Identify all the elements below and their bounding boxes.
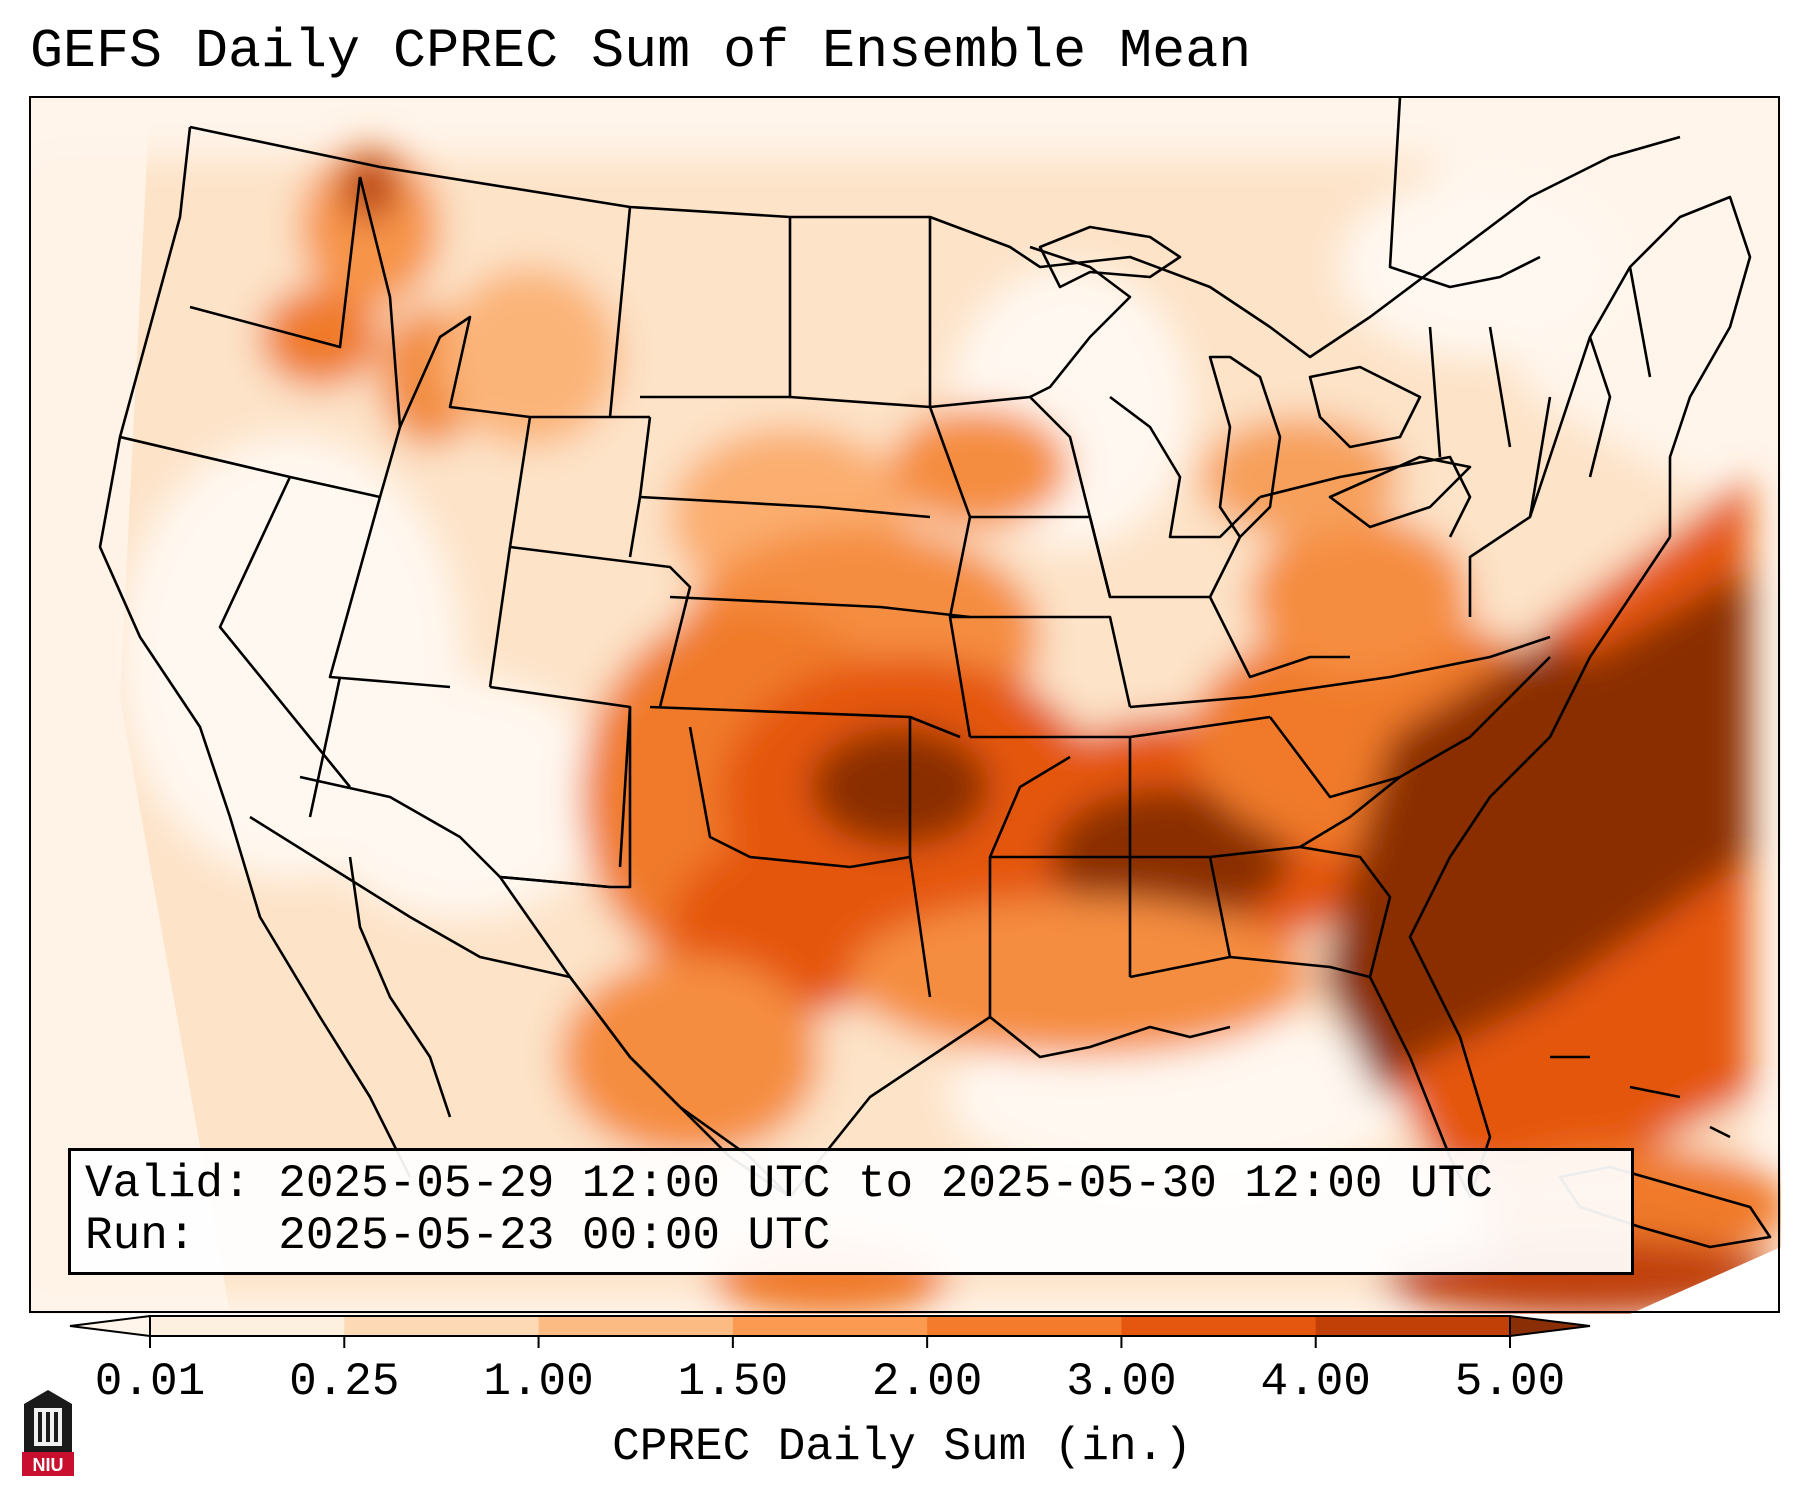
colorbar-tick-label: 0.25 [289,1356,400,1408]
logo-text-background [22,1452,74,1476]
precipitation-field [30,147,1781,1314]
colorbar-segment [1121,1316,1317,1336]
colorbar-outline [149,1315,1511,1337]
run-line: Run: 2025-05-23 00:00 UTC [85,1211,830,1261]
colorbar-tick-label: 1.50 [677,1356,789,1408]
valid-label: Valid: [85,1158,251,1210]
state-boundaries [98,97,1772,1249]
colorbar-under-extension [69,1314,151,1338]
run-label: Run: [85,1210,196,1262]
colorbar-segment [150,1316,345,1336]
colorbar-tick-label: 4.00 [1260,1356,1371,1408]
colorbar-tick-label: 0.01 [94,1356,206,1408]
colorbar [69,1314,1591,1348]
colorbar-segment [1315,1316,1511,1336]
logo-text: NIU [33,1455,64,1475]
colorbar-segment [538,1316,734,1336]
valid-line: Valid: 2025-05-29 12:00 UTC to 2025-05-3… [85,1159,1493,1209]
colorbar-over-extension [1509,1314,1591,1338]
colorbar-tick-label: 1.00 [483,1356,594,1408]
info-box: Valid: 2025-05-29 12:00 UTC to 2025-05-3… [68,1148,1634,1275]
run-value: 2025-05-23 00:00 UTC [278,1210,831,1262]
colorbar-segment [732,1316,928,1336]
colorbar-tick-label: 2.00 [871,1356,983,1408]
niu-logo: NIU [20,1386,76,1478]
precipitation-map [30,97,1781,1314]
colorbar-tick-label: 3.00 [1066,1356,1177,1408]
valid-value: 2025-05-29 12:00 UTC to 2025-05-30 12:00… [278,1158,1493,1210]
colorbar-label: CPREC Daily Sum (in.) [612,1421,1192,1473]
colorbar-segment [927,1316,1122,1336]
colorbar-segment [344,1316,540,1336]
map-title: GEFS Daily CPREC Sum of Ensemble Mean [30,20,1252,83]
colorbar-tick-label: 5.00 [1454,1356,1566,1408]
